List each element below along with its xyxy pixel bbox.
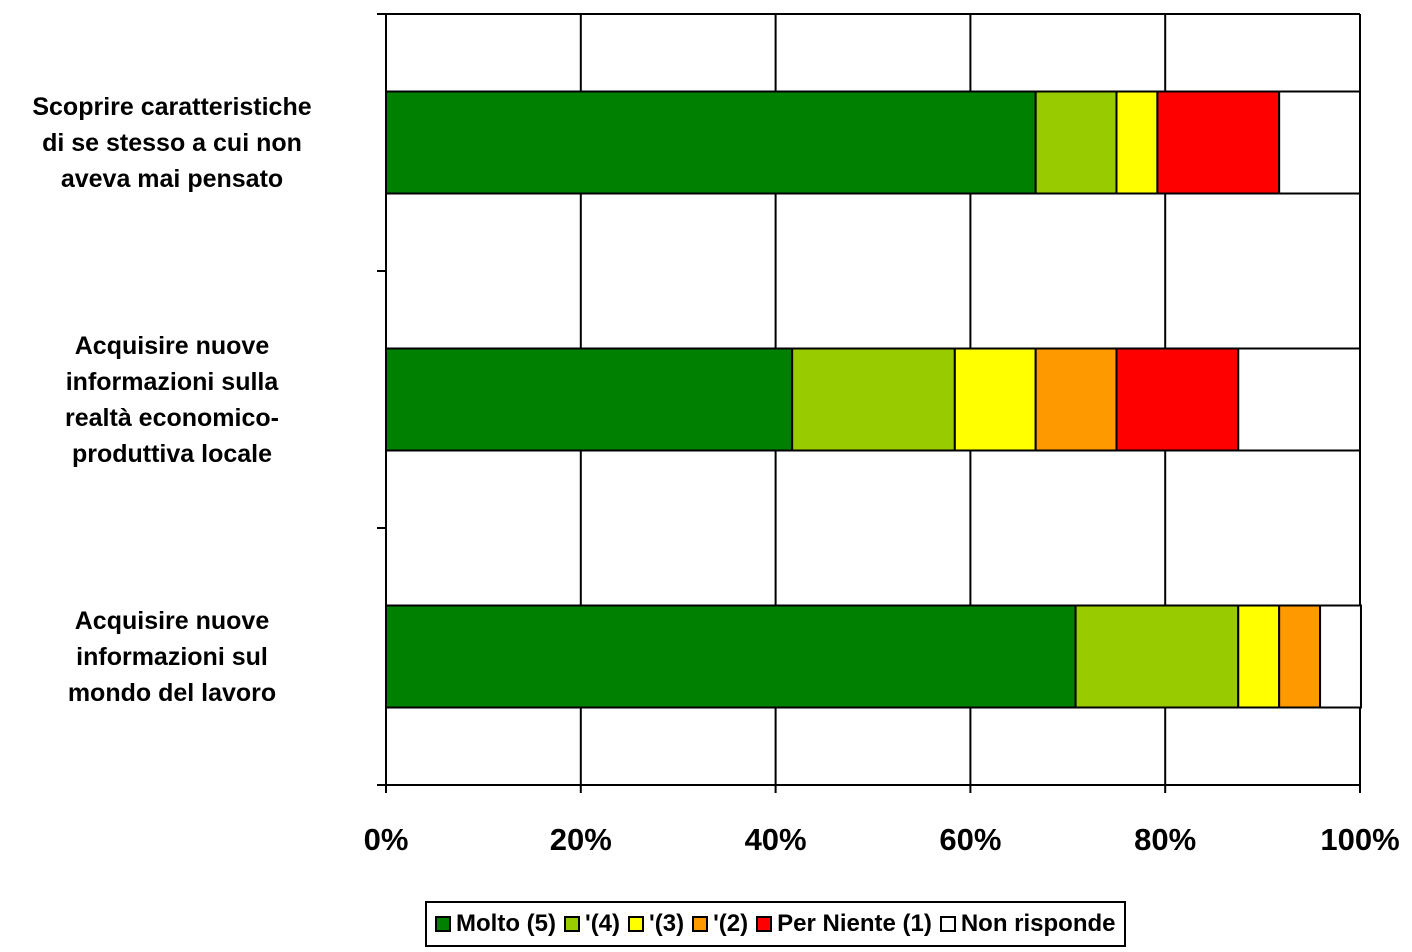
legend-label: Molto (5) [456,910,556,937]
x-tick-label: 40% [744,822,807,857]
bar-segment [1278,604,1322,709]
legend-label: '(4) [584,910,621,937]
bar-segment [1156,90,1281,195]
bar-segment [1278,90,1361,195]
legend-label: '(3) [649,910,685,937]
legend-swatch [692,916,709,932]
legend-label: Per Niente (1) [777,910,932,937]
category-label-line: Scoprire caratteristiche [32,92,312,121]
bar-segment [1319,604,1362,709]
bar-segment [1237,347,1361,452]
x-tick-label: 60% [939,822,1002,857]
legend-label: '(2) [713,910,749,937]
category-label-line: Acquisire nuove [74,331,270,360]
legend-item: '(4) [563,910,621,938]
category-label-line: di se stesso a cui non [42,128,302,157]
bar-segment [1074,604,1240,709]
bar-segment [385,604,1077,709]
legend-item: Per Niente (1) [756,910,932,938]
category-label-line: informazioni sulla [65,367,279,396]
category-label-line: Acquisire nuove [74,606,270,635]
category-label-line: realtà economico- [65,403,279,432]
bar-segment [953,347,1037,452]
legend-item: '(3) [628,910,684,938]
x-tick-label: 20% [549,822,612,857]
bar-segment [1237,604,1281,709]
category-label: Acquisire nuove informazioni sul mondo del… [0,603,362,711]
category-label-line: mondo del lavoro [67,678,277,707]
x-tick-label: 80% [1134,822,1197,857]
category-label: Acquisire nuove informazioni sulla realtà … [0,328,362,472]
legend-label: Non risponde [960,910,1116,937]
legend-item: Non risponde [939,910,1116,938]
legend-swatch [756,916,773,932]
bar-segment [1115,90,1159,195]
legend-item: Molto (5) [435,910,556,938]
legend-swatch [939,916,956,932]
bar-segment [791,347,956,452]
x-tick-label: 100% [1320,822,1400,857]
category-label-line: produttiva locale [71,439,273,468]
category-label-line: informazioni sul [76,642,268,671]
legend-item: '(2) [692,910,748,938]
category-label-line: aveva mai pensato [60,164,284,193]
bar-segment [385,347,794,452]
bar-segment [385,90,1037,195]
bar-segment [1115,347,1240,452]
x-tick-label: 0% [363,822,409,857]
category-label: Scoprire caratteristiche di se stesso a c… [0,89,362,197]
legend: Molto (5) '(4) '(3) '(2) Per Niente (1) Non r… [425,901,1126,947]
bar-segment [1034,90,1118,195]
bar-segment [1034,347,1118,452]
legend-swatch [628,916,645,932]
legend-swatch [435,916,451,932]
legend-swatch [563,916,580,932]
